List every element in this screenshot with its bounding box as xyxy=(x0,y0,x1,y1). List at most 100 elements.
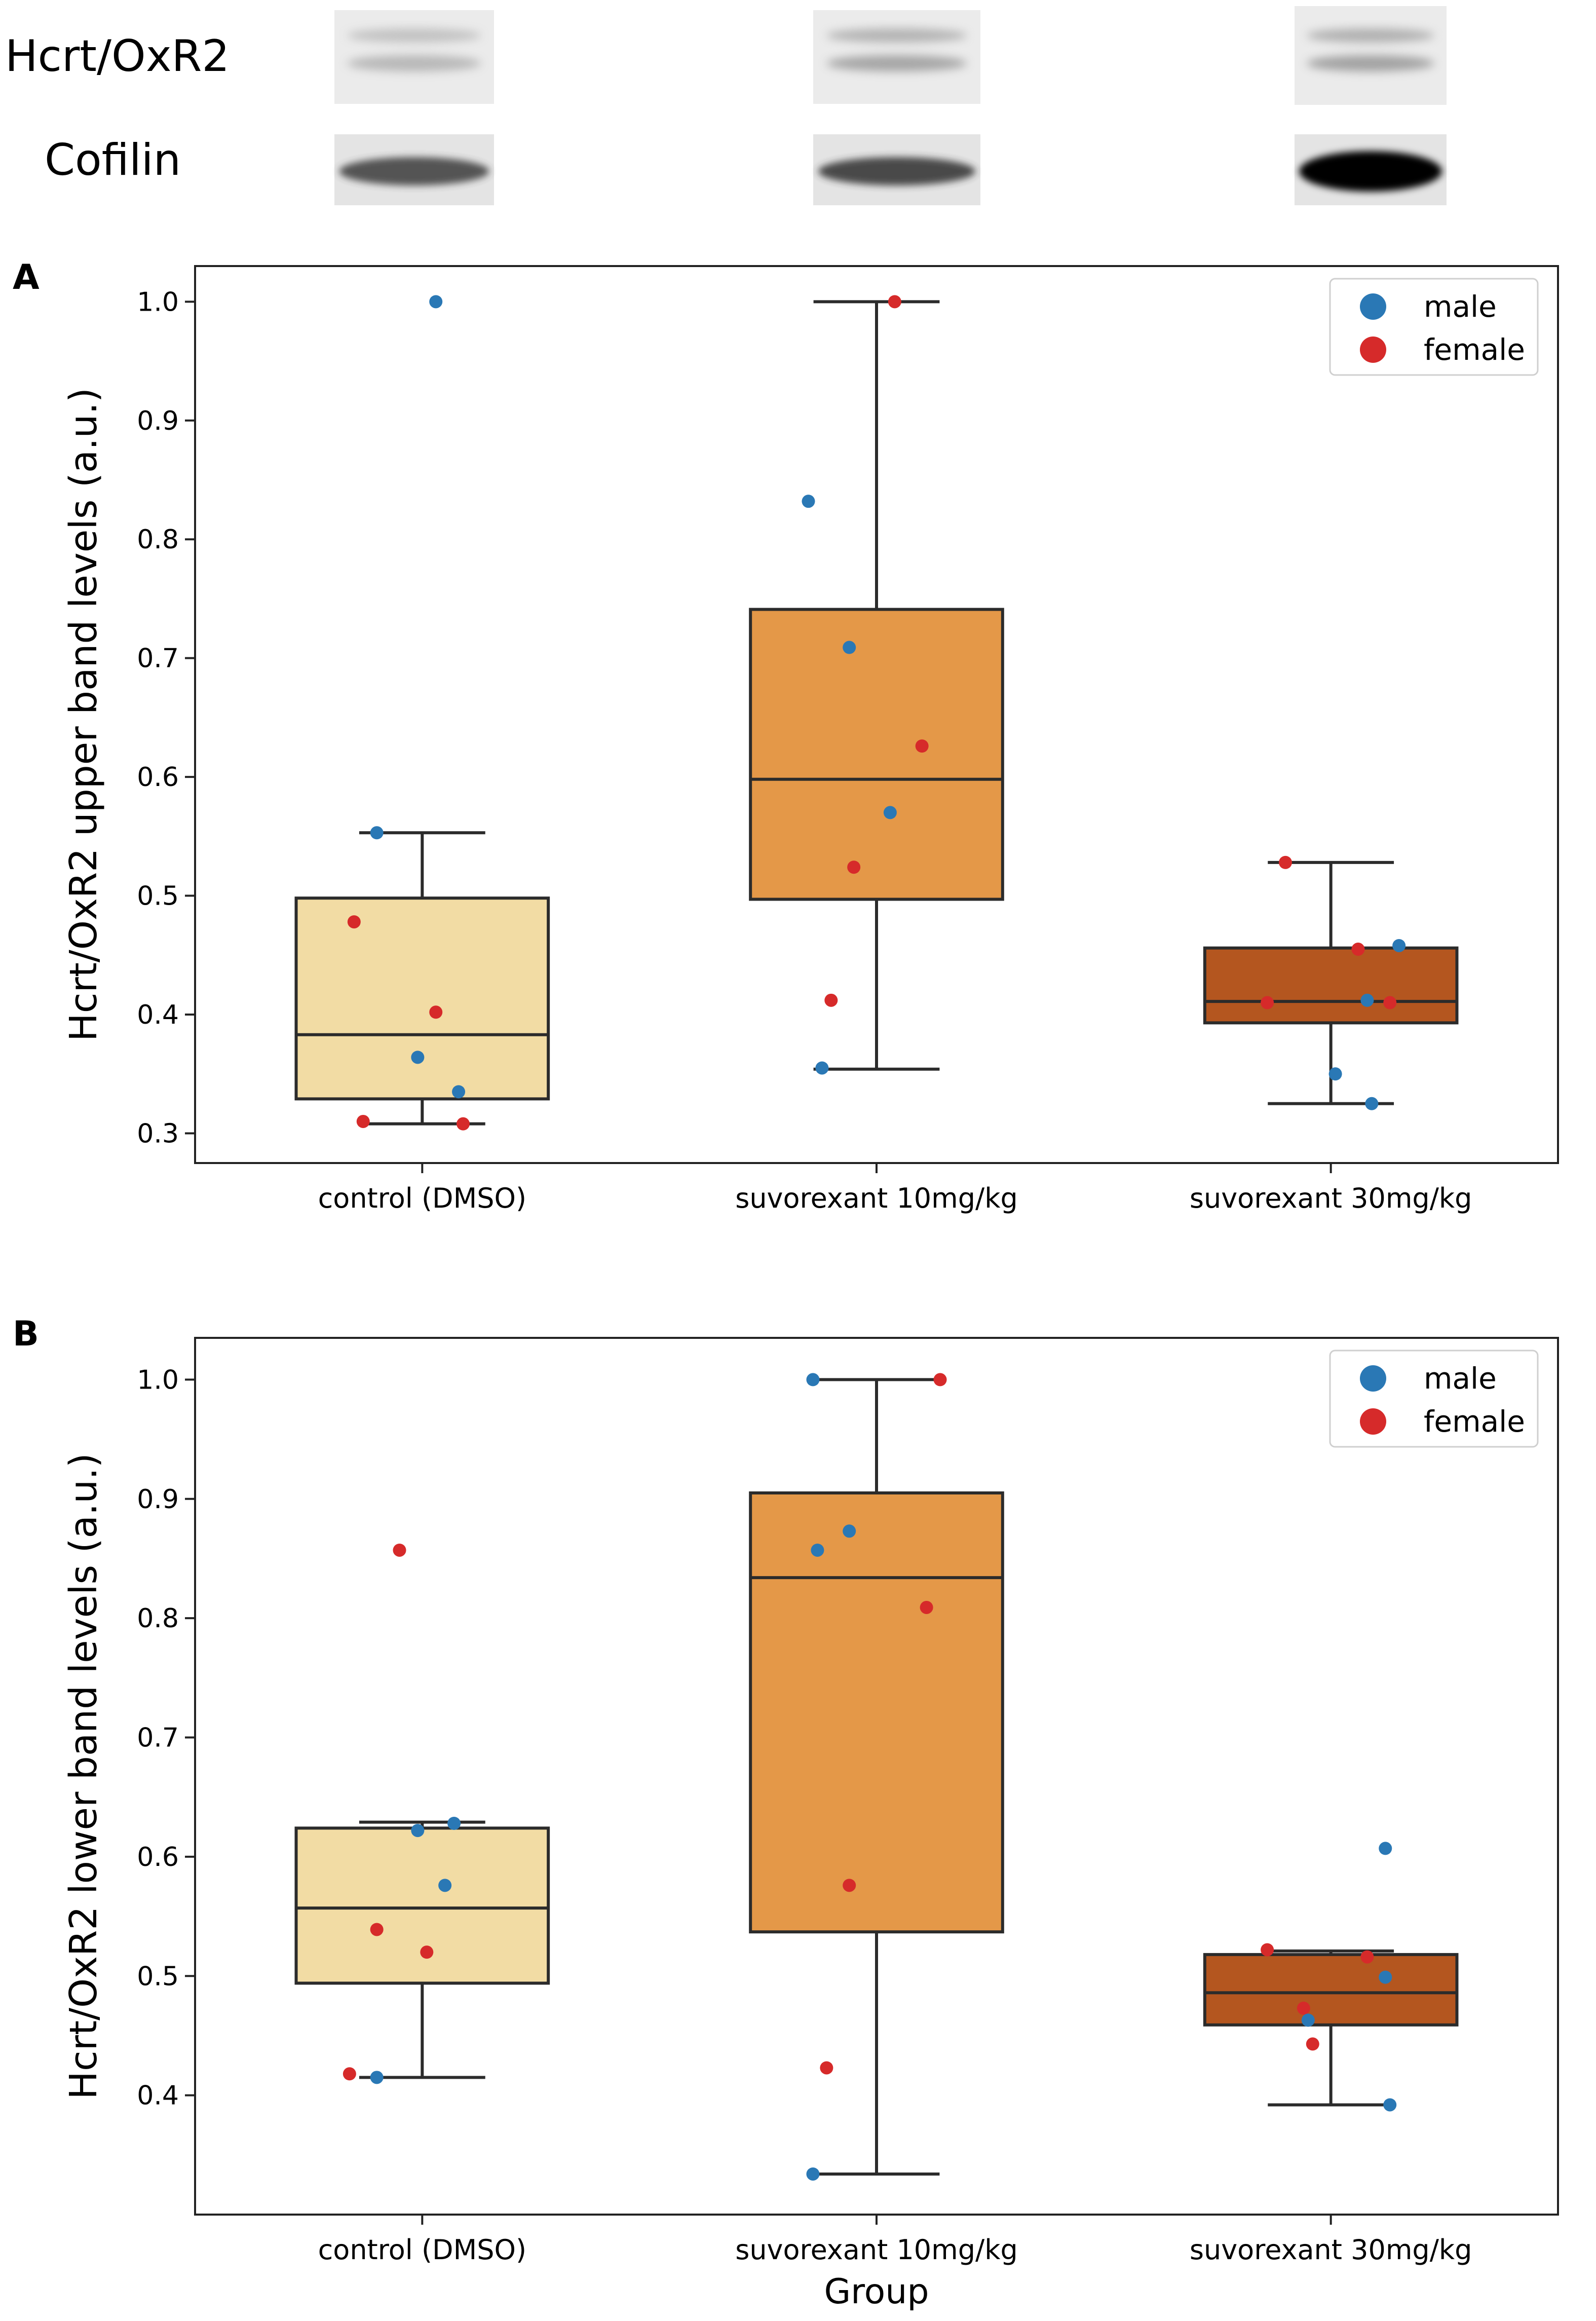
box-2 xyxy=(749,608,1004,901)
y-tick-label: 0.4 xyxy=(137,1000,179,1030)
y-tick-label: 0.5 xyxy=(137,1961,179,1992)
data-point-male xyxy=(815,1061,829,1075)
y-tick-label: 0.7 xyxy=(137,1723,179,1753)
data-point-female xyxy=(1297,2001,1310,2015)
blot-cofilin-band xyxy=(339,157,489,185)
data-point-male xyxy=(452,1085,466,1099)
legend-marker-female xyxy=(1360,336,1386,363)
y-tick-label: 0.8 xyxy=(137,525,179,555)
legend-label-female: female xyxy=(1424,1404,1525,1439)
y-tick-label: 0.4 xyxy=(137,2081,179,2111)
data-point-male xyxy=(806,2167,820,2181)
blot-hcrt-lower-band xyxy=(1307,55,1434,71)
data-point-male xyxy=(447,1816,461,1830)
y-tick-label: 0.5 xyxy=(137,881,179,912)
data-point-male xyxy=(811,1543,824,1557)
data-point-female xyxy=(847,860,861,874)
data-point-female xyxy=(933,1373,947,1387)
data-point-male xyxy=(883,806,897,819)
panel-a-label: A xyxy=(13,257,40,297)
data-point-female xyxy=(420,1945,434,1959)
data-point-male xyxy=(843,641,856,654)
data-point-male xyxy=(1365,1097,1379,1110)
y-tick-label: 1.0 xyxy=(137,1365,179,1395)
blot-label-hcrt: Hcrt/OxR2 xyxy=(5,31,230,82)
data-point-male xyxy=(843,1524,856,1538)
data-point-female xyxy=(920,1600,933,1614)
blot-label-cofilin: Cofilin xyxy=(45,135,181,185)
data-point-male xyxy=(1383,2098,1397,2112)
y-tick-label: 0.6 xyxy=(137,762,179,793)
box-3 xyxy=(1203,1953,1459,2027)
data-point-male xyxy=(1301,2013,1315,2027)
y-tick-label: 0.9 xyxy=(137,406,179,436)
data-point-male xyxy=(370,2071,384,2084)
blot-cofilin-band xyxy=(818,157,976,185)
data-point-female xyxy=(1261,1943,1274,1957)
y-axis-label: Hcrt/OxR2 lower band levels (a.u.) xyxy=(62,1453,105,2099)
data-point-female xyxy=(356,1114,370,1128)
legend-marker-male xyxy=(1360,1365,1386,1392)
data-point-male xyxy=(1392,939,1406,952)
data-point-female xyxy=(1279,855,1292,869)
data-point-female xyxy=(888,295,901,309)
data-point-female xyxy=(824,993,838,1007)
box-3 xyxy=(1203,946,1459,1025)
x-axis-label: Group xyxy=(824,2272,929,2312)
panel-b-label: B xyxy=(13,1314,39,1354)
chart-b: 0.4 0.5 0.6 0.7 0.8 0.9 1.0 Hcrt/OxR2 lower ban… xyxy=(62,1337,1559,2312)
blot-hcrt-upper-band xyxy=(826,28,967,43)
legend-label-male: male xyxy=(1424,1361,1497,1396)
blot-hcrt-lower-band xyxy=(826,55,967,71)
data-point-female xyxy=(820,2061,833,2075)
x-tick-label: suvorexant 10mg/kg xyxy=(735,1182,1018,1214)
x-tick-label: control (DMSO) xyxy=(318,2234,526,2266)
data-point-female xyxy=(370,1923,384,1936)
data-point-female xyxy=(393,1543,406,1557)
data-point-male xyxy=(1328,1067,1342,1081)
legend-marker-male xyxy=(1360,293,1386,320)
y-tick-label: 0.9 xyxy=(137,1484,179,1515)
western-blot: Hcrt/OxR2 Cofilin xyxy=(5,6,1447,205)
y-axis-label: Hcrt/OxR2 upper band levels (a.u.) xyxy=(62,388,105,1041)
data-point-female xyxy=(1261,996,1274,1009)
x-tick-label: suvorexant 30mg/kg xyxy=(1190,2234,1472,2266)
data-point-female xyxy=(843,1879,856,1892)
legend-marker-female xyxy=(1360,1408,1386,1435)
data-point-male xyxy=(438,1879,452,1892)
legend-label-male: male xyxy=(1424,289,1497,324)
legend: male female xyxy=(1329,278,1539,376)
data-point-female xyxy=(1306,2037,1319,2051)
box-2 xyxy=(749,1491,1004,1934)
legend: male female xyxy=(1329,1350,1539,1448)
x-tick-label: suvorexant 30mg/kg xyxy=(1190,1182,1472,1214)
data-point-male xyxy=(370,826,384,840)
data-point-male xyxy=(802,495,815,508)
y-tick-label: 0.7 xyxy=(137,644,179,674)
data-point-female xyxy=(915,739,929,753)
data-point-female xyxy=(457,1117,470,1131)
blot-hcrt-lower-band xyxy=(347,55,481,71)
y-tick-label: 0.3 xyxy=(137,1118,179,1149)
data-point-female xyxy=(343,2067,356,2081)
data-point-male xyxy=(806,1373,820,1387)
y-tick-label: 0.6 xyxy=(137,1842,179,1873)
data-point-male xyxy=(411,1051,425,1064)
data-point-male xyxy=(1360,993,1374,1007)
data-point-male xyxy=(411,1824,425,1838)
box-1 xyxy=(294,1826,550,1985)
chart-a: 0.3 0.4 0.5 0.6 0.7 0.8 0.9 1.0 Hcrt/OxR2 upper … xyxy=(62,265,1559,1214)
x-tick-label: control (DMSO) xyxy=(318,1182,526,1214)
y-tick-label: 0.8 xyxy=(137,1603,179,1634)
blot-bands xyxy=(334,6,1447,205)
blot-hcrt-upper-band xyxy=(1307,28,1434,43)
data-point-male xyxy=(429,295,443,309)
y-tick-label: 1.0 xyxy=(137,287,179,317)
blot-hcrt-upper-band xyxy=(347,28,481,43)
data-point-female xyxy=(1383,996,1397,1009)
data-point-female xyxy=(347,915,361,929)
blot-cofilin-band xyxy=(1299,151,1442,192)
data-point-female xyxy=(1351,943,1365,956)
legend-label-female: female xyxy=(1424,332,1525,367)
data-point-male xyxy=(1379,1970,1392,1984)
